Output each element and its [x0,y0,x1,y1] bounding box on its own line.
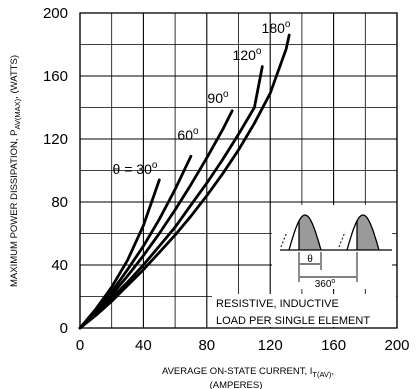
y-axis-label: MAXIMUM POWER DISSIPATION, PAV(MAX), (WA… [9,55,22,287]
sine-half-wave [346,214,380,251]
series-label-120: 120o [233,46,262,63]
sine-half-wave [288,214,322,251]
x-tick-label: 0 [76,337,84,354]
series-label-text: 90 [207,90,223,106]
degree-mark: o [256,46,262,57]
series-label-text: 60 [177,127,193,143]
conduction-shading [299,215,321,250]
plot-frame [79,12,398,329]
inset-dashed-lead [338,231,346,248]
series-lines [78,33,291,330]
degree-mark: o [223,89,229,100]
x-axis-label: AVERAGE ON-STATE CURRENT, IT(AV), [162,366,334,379]
y-tick-label: 200 [43,5,68,22]
inset-degree-mark: o [331,278,335,285]
series-line-90 [78,109,234,330]
x-tick-label: 40 [135,337,152,354]
degree-mark: o [285,19,291,30]
note-box: RESISTIVE, INDUCTIVE LOAD PER SINGLE ELE… [212,294,396,327]
x-axis-label-line-2: (AMPERES) [210,380,263,389]
y-tick-label: 80 [51,194,68,211]
y-tick-label: 40 [51,257,68,274]
inset-theta-label: θ [307,254,313,265]
inset-period-label: 360o [315,278,336,290]
y-tick-label: 120 [43,131,68,148]
series-line-120 [78,65,264,330]
note-line-1: RESISTIVE, INDUCTIVE [216,298,339,310]
axes: 0 40 80 120 160 200 0 40 80 120 160 200 [43,5,410,354]
y-tick-label: 0 [60,320,68,337]
series-label-text: 120 [233,47,257,63]
degree-mark: o [193,126,199,137]
series-label-text: θ = 30 [113,161,153,177]
y-tick-label: 160 [43,68,68,85]
series-line-180 [78,33,291,330]
series-label-90: 90o [207,89,229,106]
x-tick-label: 160 [321,337,346,354]
inset-dashed-lead [280,231,288,248]
note-line-2: LOAD PER SINGLE ELEMENT [216,315,370,327]
x-tick-label: 200 [384,337,409,354]
waveform-inset: θ 360o [272,205,392,290]
x-tick-label: 120 [258,337,283,354]
degree-mark: o [152,160,158,171]
conduction-shading [357,215,379,250]
series-label-180: 180o [262,19,291,36]
series-label-text: 180 [262,20,286,36]
x-tick-label: 80 [198,337,215,354]
series-label-30: θ = 30o [113,160,158,177]
series-label-60: 60o [177,126,199,143]
